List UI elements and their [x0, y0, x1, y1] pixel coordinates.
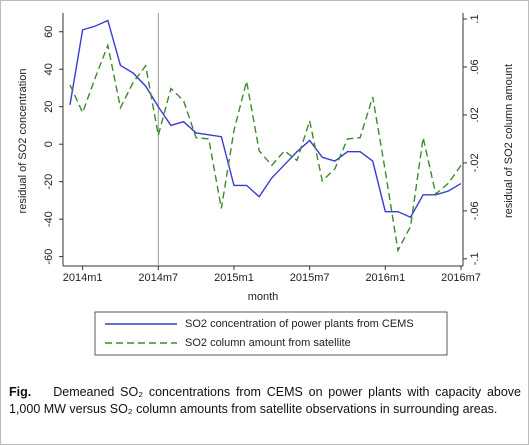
- y2-tick-label: .02: [469, 107, 481, 122]
- x-axis-title: month: [248, 291, 279, 303]
- y-tick-label: -40: [43, 211, 55, 227]
- x-tick-label: 2014m7: [138, 272, 178, 284]
- x-tick-label: 2014m1: [63, 272, 103, 284]
- y2-axis-title: residual of SO2 column amount: [503, 64, 515, 218]
- legend-label: SO2 concentration of power plants from C…: [185, 318, 414, 330]
- x-tick-label: 2015m1: [214, 272, 254, 284]
- y-tick-label: 40: [43, 63, 55, 75]
- y-tick-label: -20: [43, 174, 55, 190]
- y-tick-label: 60: [43, 26, 55, 38]
- x-tick-label: 2016m1: [365, 272, 405, 284]
- series-line: [69, 42, 462, 253]
- series-line: [69, 19, 462, 219]
- y-axis-title: residual of SO2 concentration: [17, 69, 29, 214]
- y2-tick-label: -.1: [469, 252, 481, 265]
- legend-box: [94, 311, 448, 356]
- y2-tick-label: .1: [469, 14, 481, 23]
- x-tick-label: 2015m7: [290, 272, 330, 284]
- y-tick-label: 0: [43, 141, 55, 147]
- caption-label: Fig.: [9, 385, 32, 399]
- y-tick-label: -60: [43, 249, 55, 265]
- caption-text: Demeaned SO₂ concentrations from CEMS on…: [9, 385, 521, 416]
- legend-label: SO2 column amount from satellite: [185, 337, 351, 349]
- caption: Fig. Demeaned SO₂ concentrations from CEM…: [9, 384, 521, 418]
- y-tick-label: 20: [43, 101, 55, 113]
- y2-tick-label: .06: [469, 59, 481, 74]
- y2-tick-label: -.06: [469, 201, 481, 220]
- x-tick-label: 2016m7: [441, 272, 481, 284]
- y2-tick-label: -.02: [469, 153, 481, 172]
- chart: residual of SO2 concentration residual o…: [17, 13, 515, 356]
